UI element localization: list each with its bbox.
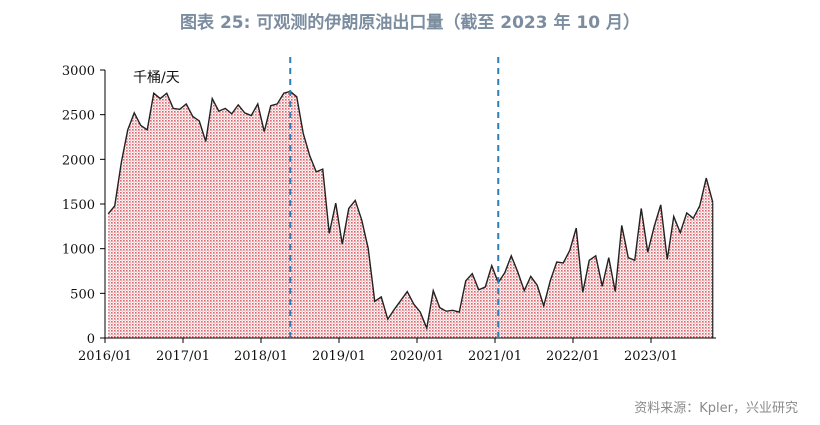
y-tick-label: 500: [70, 287, 95, 302]
y-tick-label: 1500: [62, 198, 95, 213]
x-tick-label: 2020/01: [390, 349, 444, 364]
y-tick-label: 1000: [62, 243, 95, 258]
x-tick-label: 2023/01: [624, 349, 678, 364]
plot-area: 0 500 1000 1500 2000 2500 3000 2016/01 2017/01 20…: [62, 57, 716, 364]
y-tick-label: 0: [87, 332, 95, 347]
area-fill: [108, 91, 713, 338]
unit-label: 千桶/天: [133, 70, 180, 86]
source-note: 资料来源：Kpler，兴业研究: [634, 401, 798, 416]
y-tick-label: 2000: [62, 153, 95, 168]
x-tick-label: 2021/01: [468, 349, 522, 364]
series-line: [107, 90, 714, 331]
y-tick-label: 3000: [62, 64, 95, 79]
chart-title: 图表 25: 可观测的伊朗原油出口量（截至 2023 年 10 月）: [180, 13, 640, 33]
y-tick-label: 2500: [62, 109, 95, 124]
x-tick-label: 2019/01: [312, 349, 366, 364]
x-tick-label: 2022/01: [546, 349, 600, 364]
x-tick-label: 2017/01: [156, 349, 210, 364]
x-tick-label: 2018/01: [234, 349, 288, 364]
x-tick-label: 2016/01: [78, 349, 132, 364]
